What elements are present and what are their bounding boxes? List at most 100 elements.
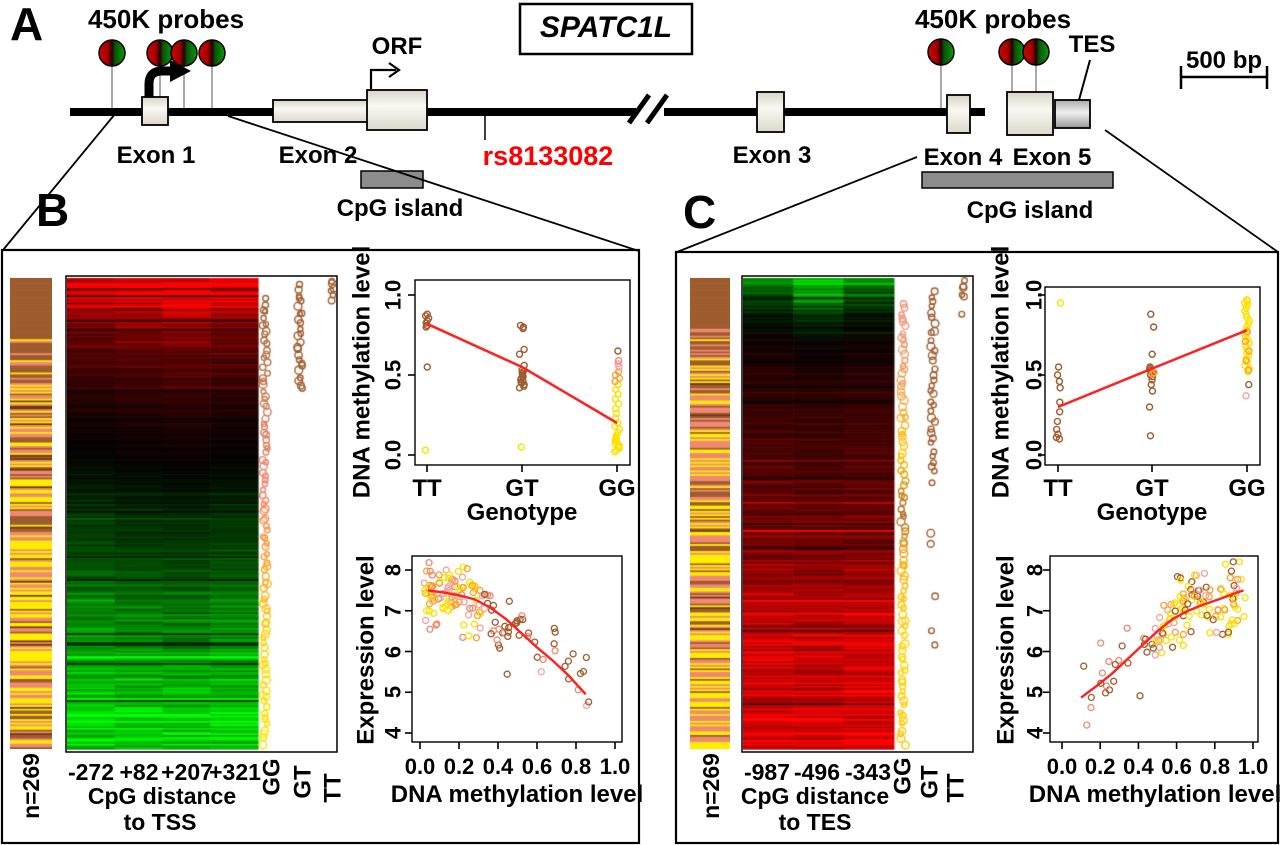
trend-line [427, 589, 587, 696]
y-tick-label: 4 [380, 726, 406, 740]
scatter-plot-box [1049, 555, 1259, 743]
heatmap-b-xlabel-2: to TSS [123, 809, 197, 835]
data-point [1232, 584, 1241, 592]
y-tick-label: 0.5 [380, 359, 406, 391]
data-point [1214, 606, 1222, 614]
data-point [517, 443, 526, 451]
x-tick-label: 0.8 [1199, 754, 1231, 779]
data-point [434, 595, 443, 603]
y-tick-label: 7 [1022, 604, 1048, 617]
data-point [480, 590, 489, 599]
data-point [1053, 371, 1062, 379]
data-point [445, 571, 453, 579]
y-tick-label: 8 [380, 563, 406, 577]
data-point [1206, 586, 1214, 594]
x-category-label: TT [412, 475, 442, 502]
data-point [561, 662, 569, 670]
heatmap-c-xlabel-1: CpG distance [740, 783, 890, 809]
data-point [1217, 613, 1225, 621]
data-point [520, 345, 528, 354]
x-category-label: GG [598, 475, 636, 502]
sample-annotation-bar-c [690, 278, 730, 749]
n-count-c: n=269 [697, 753, 724, 819]
genotype-track-label: GG [258, 758, 286, 796]
data-point [1136, 692, 1144, 700]
data-point [1150, 368, 1158, 377]
b2-xlabel: DNA methylation level [390, 781, 644, 808]
c1-ylabel: DNA methylation level [987, 245, 1015, 499]
data-point [1080, 662, 1088, 670]
data-point [551, 647, 559, 655]
data-point [425, 607, 434, 615]
data-point [1175, 636, 1184, 644]
heatmap-col-label: +321 [209, 759, 261, 785]
exon-1-box [141, 96, 169, 126]
c2-xlabel: DNA methylation level [1028, 781, 1280, 808]
data-point [1149, 323, 1158, 331]
data-point [460, 621, 468, 629]
data-point [550, 640, 558, 648]
data-point [1245, 347, 1253, 355]
gene-name-frame [518, 2, 694, 56]
tes-label: TES [1068, 31, 1116, 58]
data-point [423, 363, 431, 371]
data-point [1183, 621, 1191, 629]
data-point [1140, 640, 1149, 649]
data-point [1200, 569, 1209, 578]
y-tick-label: 0.0 [1021, 439, 1047, 471]
exon-2-label: Exon 2 [278, 142, 358, 169]
heatmap-col-label: -343 [844, 759, 892, 785]
panel-b-frame [0, 248, 641, 845]
x-tick-label: 0.2 [443, 754, 475, 779]
methylation-heatmap-b [67, 277, 336, 750]
data-point [476, 624, 484, 632]
heatmap-col-label: -272 [67, 759, 115, 785]
probe-lollipops-left [98, 39, 226, 108]
methylation-heatmap-c [743, 277, 972, 750]
x-tick-label: 0.8 [560, 754, 592, 779]
panel-a-label: A [10, 0, 44, 50]
data-point [1224, 628, 1233, 636]
data-point [1245, 380, 1253, 389]
data-point [1111, 660, 1119, 669]
exon-4-label: Exon 4 [923, 144, 1003, 171]
data-point [469, 581, 477, 590]
data-point [1244, 366, 1253, 374]
data-point [579, 667, 588, 676]
y-tick-label: 0.5 [1021, 359, 1047, 391]
data-point [426, 625, 434, 633]
data-point [1168, 643, 1177, 651]
data-point [1179, 641, 1188, 650]
heatmap-col-label: -496 [793, 759, 841, 785]
exon-3-box [756, 91, 785, 133]
exon-boxes [141, 89, 1091, 136]
data-point [1185, 612, 1193, 620]
x-category-label: GG [1228, 475, 1266, 502]
data-point [1105, 657, 1113, 666]
data-point [614, 347, 622, 355]
exon-4-box [946, 94, 971, 134]
data-point [1110, 677, 1118, 685]
data-point [1118, 642, 1126, 650]
data-point [1242, 356, 1250, 365]
data-point [1241, 337, 1250, 346]
data-point [1187, 628, 1195, 636]
heatmap-col-label: +82 [119, 759, 159, 785]
data-point [1245, 320, 1253, 328]
x-category-label: GT [1135, 475, 1169, 502]
data-point [1240, 613, 1248, 621]
data-point [425, 559, 433, 567]
data-point [1228, 616, 1236, 624]
trend-line [1080, 589, 1244, 699]
data-point [472, 634, 481, 642]
y-tick-label: 6 [1022, 645, 1048, 658]
data-point [1212, 628, 1221, 637]
y-tick-label: 7 [380, 604, 406, 617]
x-tick-label: 0.4 [482, 754, 514, 779]
data-point [428, 571, 436, 579]
x-category-label: GT [505, 475, 539, 502]
data-point [550, 624, 558, 633]
data-point [1098, 669, 1106, 677]
data-point [463, 565, 471, 573]
